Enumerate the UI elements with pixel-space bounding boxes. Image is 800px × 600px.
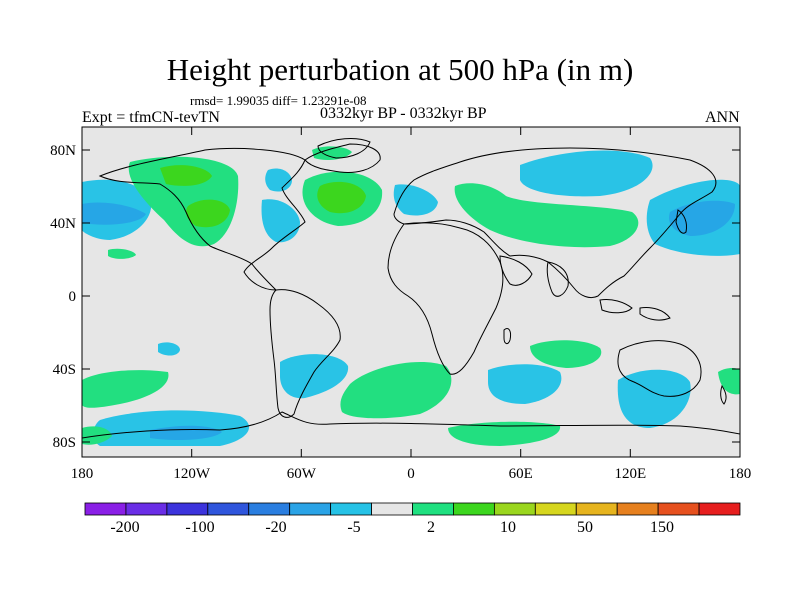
stronger-positive-cores (160, 165, 366, 228)
colorbar-swatch (657, 502, 700, 516)
experiment-label: Expt = tfmCN-tevTN (82, 109, 220, 126)
colorbar-swatch (493, 502, 536, 516)
y-axis (82, 149, 740, 443)
colorbar-label: 2 (427, 519, 435, 536)
colorbar-swatch (575, 502, 618, 516)
colorbar-swatch (207, 502, 250, 516)
map-title: Height perturbation at 500 hPa (in m) (166, 52, 634, 87)
colorbar-swatch (289, 502, 332, 516)
colorbar-label: 10 (500, 519, 516, 536)
colorbar-swatch (371, 502, 413, 516)
y-tick-label: 80S (53, 435, 76, 451)
x-tick-label: 60E (509, 466, 533, 482)
colorbar-label: -20 (265, 519, 286, 536)
negative-anomaly-regions (82, 150, 740, 446)
x-tick-label: 60W (287, 466, 317, 482)
positive-anomaly-regions (82, 146, 740, 446)
period-label: 0332kyr BP - 0332kyr BP (320, 105, 487, 122)
colorbar-swatch (330, 502, 372, 516)
colorbar-swatch (534, 502, 577, 516)
x-axis (81, 127, 741, 457)
rmsd-diff-stats: rmsd= 1.99035 diff= 1.23291e-08 (190, 93, 367, 108)
season-label: ANN (705, 109, 740, 126)
colorbar-swatch (248, 502, 291, 516)
colorbar-swatch (616, 502, 659, 516)
y-tick-label: 80N (50, 143, 76, 159)
colorbar-swatch (166, 502, 209, 516)
y-tick-label: 40N (50, 216, 76, 232)
colorbar-swatch (412, 502, 454, 516)
colorbar-swatch (453, 502, 495, 516)
colorbar-label: -100 (185, 519, 214, 536)
colorbar-label: 50 (577, 519, 593, 536)
colorbar-swatch (125, 502, 168, 516)
colorbar-label: -5 (347, 519, 360, 536)
colorbar (84, 502, 741, 516)
x-tick-label: 180 (71, 466, 94, 482)
x-tick-label: 0 (407, 466, 415, 482)
colorbar-swatch (698, 502, 741, 516)
colorbar-label: 150 (650, 519, 674, 536)
x-tick-label: 120W (173, 466, 211, 482)
stronger-negative-cores (82, 200, 735, 440)
colorbar-label: -200 (110, 519, 139, 536)
colorbar-swatch (84, 502, 127, 516)
y-tick-label: 40S (53, 362, 76, 378)
coastlines (82, 138, 740, 439)
x-tick-label: 180 (729, 466, 752, 482)
y-tick-label: 0 (69, 289, 77, 305)
x-tick-label: 120E (614, 466, 646, 482)
